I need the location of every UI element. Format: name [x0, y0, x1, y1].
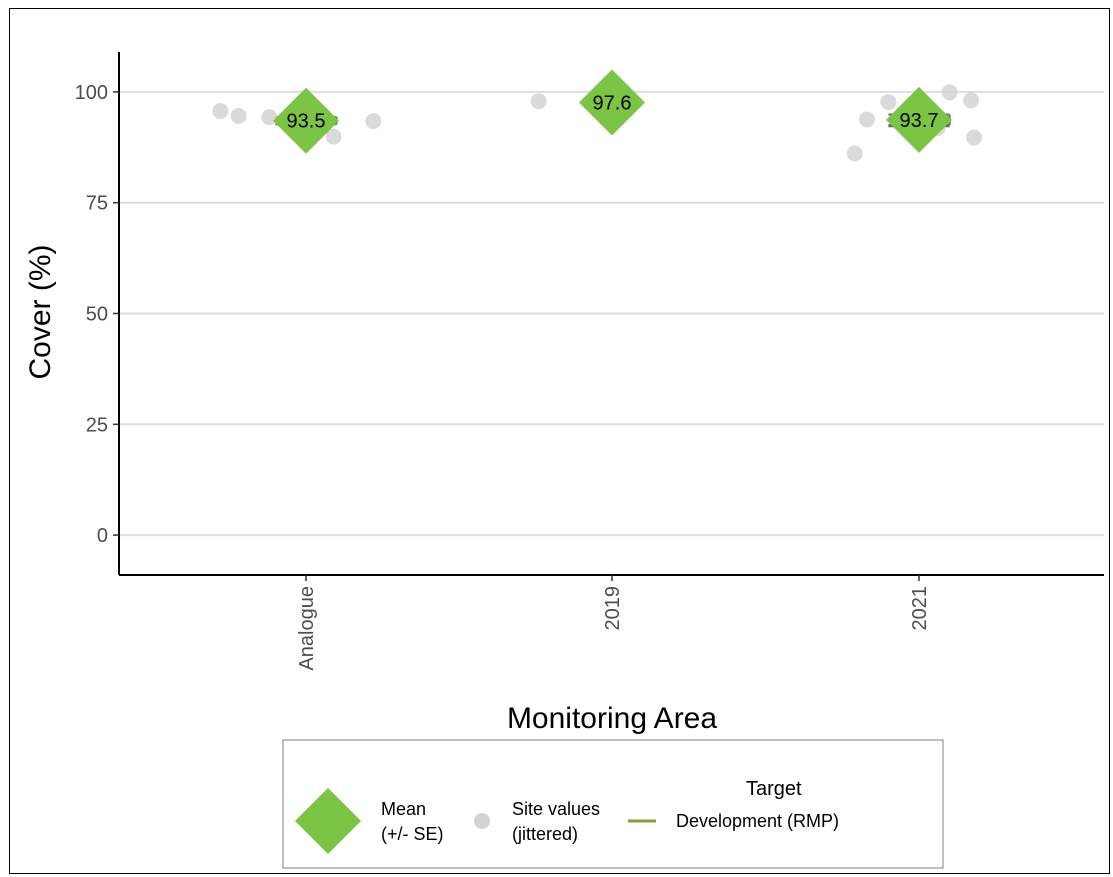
site-point	[212, 102, 229, 119]
legend-mean-label-line2: (+/- SE)	[381, 824, 444, 844]
legend-mean-diamond	[295, 788, 361, 854]
legend-site-label-line2: (jittered)	[512, 824, 578, 844]
site-point	[880, 94, 897, 111]
legend: Mean (+/- SE) Site values (jittered) Tar…	[282, 739, 944, 869]
x-ticks: Analogue 2019 2021	[296, 575, 931, 671]
y-axis-title: Cover (%)	[24, 244, 57, 379]
legend-site-point	[474, 813, 490, 829]
site-points	[212, 84, 983, 162]
site-point	[966, 129, 983, 146]
legend-mean-label-line1: Mean	[381, 799, 426, 819]
y-tick-label-50: 50	[86, 304, 108, 326]
legend-box	[282, 739, 944, 869]
y-ticks: 0 25 50 75 100	[75, 82, 119, 547]
y-tick-label-75: 75	[86, 193, 108, 215]
site-point	[858, 111, 875, 128]
legend-target-title: Target	[746, 778, 802, 800]
mean-label-0: 93.5	[287, 111, 326, 133]
site-point	[365, 113, 382, 130]
legend-target-label: Development (RMP)	[676, 811, 839, 831]
y-tick-label-25: 25	[86, 414, 108, 436]
mean-diamonds	[273, 69, 952, 154]
mean-diamond-0	[273, 87, 339, 154]
site-point	[325, 128, 342, 145]
grid-lines	[119, 90, 1104, 537]
y-tick-label-0: 0	[97, 525, 108, 547]
x-tick-label-1: 2019	[602, 586, 624, 631]
chart-frame	[9, 8, 1110, 874]
site-point	[261, 109, 278, 126]
mean-label-1: 97.6	[593, 93, 632, 115]
mean-diamond-1	[579, 69, 645, 136]
site-point	[941, 84, 958, 101]
mean-value-labels: 93.5 97.6 93.7	[287, 93, 939, 133]
site-point	[230, 107, 247, 124]
site-point	[530, 93, 547, 110]
x-tick-label-0: Analogue	[296, 586, 318, 671]
y-tick-label-100: 100	[75, 82, 108, 104]
x-axis-title: Monitoring Area	[507, 702, 717, 735]
mean-label-2: 93.7	[900, 110, 939, 132]
x-tick-label-2: 2021	[909, 586, 931, 631]
legend-site-label-line1: Site values	[512, 799, 600, 819]
site-point	[846, 145, 863, 162]
mean-diamond-2	[886, 86, 952, 153]
site-point	[963, 92, 980, 109]
